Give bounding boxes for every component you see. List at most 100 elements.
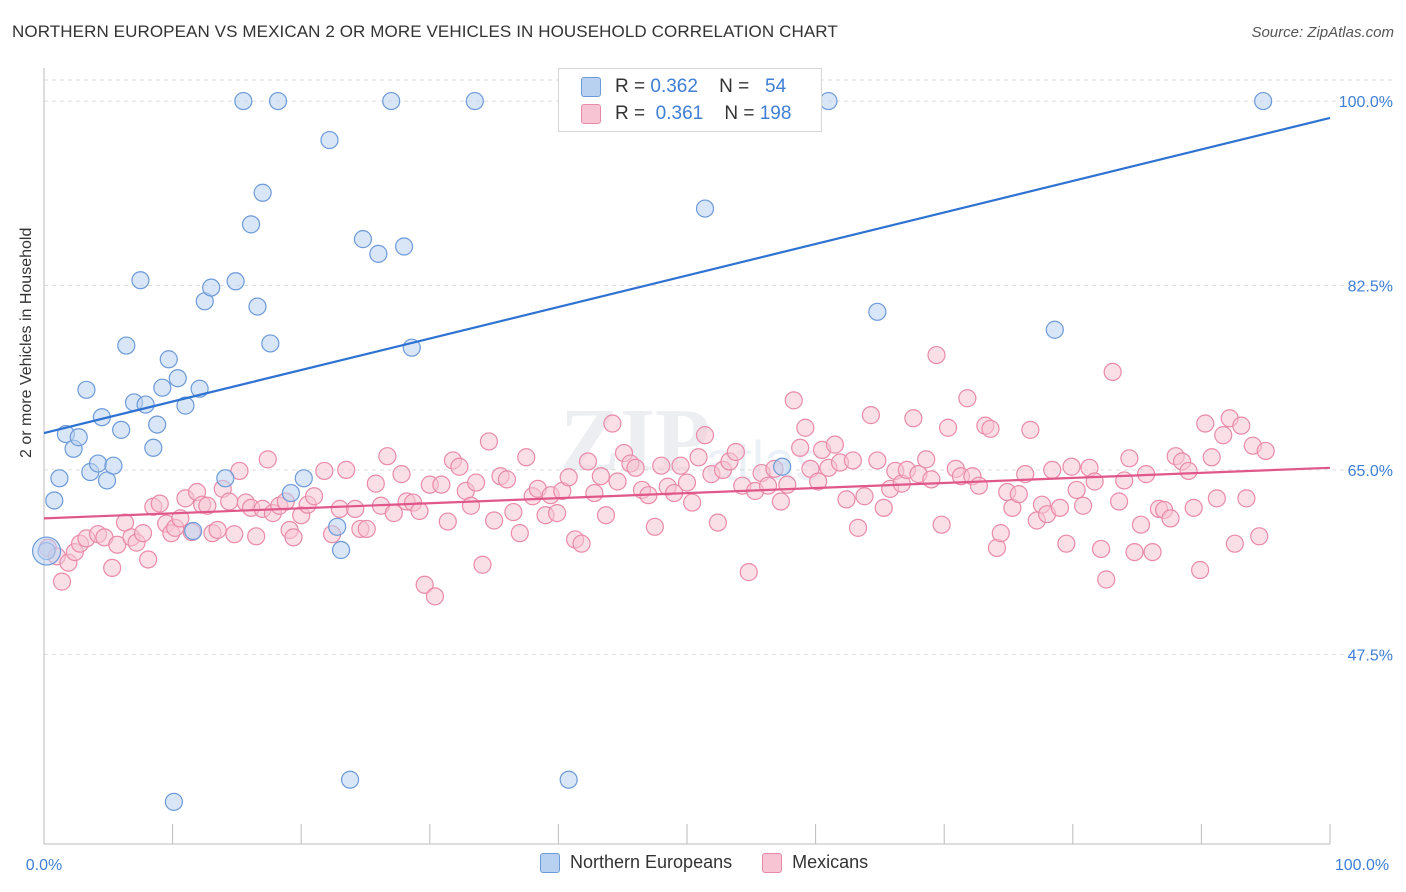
northern-europeans-point [253, 183, 272, 202]
mexicans-point [304, 487, 324, 506]
mexicans-point [671, 456, 690, 475]
mexicans-point [497, 470, 517, 489]
mexicans-point [969, 476, 989, 495]
mexicans-point [510, 524, 529, 543]
mexicans-point [572, 534, 591, 553]
mexicans-point [548, 504, 567, 523]
northern-europeans-point [248, 297, 267, 316]
northern-europeans-point [216, 469, 235, 488]
northern-europeans-point [69, 428, 88, 447]
legend-r-label: R = [615, 103, 646, 124]
northern-europeans-point [176, 396, 195, 415]
northern-europeans-point [202, 278, 221, 297]
northern-europeans-point [328, 517, 347, 536]
mexicans-point [1067, 480, 1086, 500]
legend-swatch-pink [581, 104, 601, 124]
northern-europeans-point [268, 91, 288, 111]
mexicans-point [1202, 448, 1221, 467]
mexicans-point [284, 528, 303, 547]
mexicans-point [1143, 542, 1162, 562]
northern-europeans-point [88, 454, 108, 473]
mexicans-point [1043, 460, 1062, 480]
northern-europeans-point [168, 369, 187, 388]
mexicans-point [585, 483, 604, 503]
mexicans-point [771, 492, 790, 511]
mexicans-point [330, 499, 349, 518]
mexicans-point [357, 519, 376, 539]
mexicans-point [1179, 461, 1198, 481]
northern-europeans-point [117, 336, 136, 355]
northern-europeans-point [294, 469, 313, 488]
mexicans-point [958, 389, 977, 408]
northern-europeans-point [104, 456, 123, 475]
mexicans-point [198, 496, 217, 515]
mexicans-point [450, 457, 469, 476]
mexicans-point [1091, 539, 1111, 559]
mexicans-point [410, 501, 429, 521]
mexicans-point [778, 475, 797, 494]
northern-europeans-point [559, 770, 578, 789]
mexicans-point [603, 414, 622, 433]
mexicans-point [927, 345, 946, 365]
mexicans-point [346, 499, 365, 518]
mexicans-point [1120, 449, 1139, 468]
mexicans-point [1131, 515, 1151, 534]
mexicans-point [504, 502, 523, 522]
mexicans-point [591, 467, 610, 486]
mexicans-point [1191, 560, 1210, 580]
mexicans-point [917, 450, 936, 469]
mexicans-point [1115, 471, 1134, 490]
northern-europeans-point [50, 469, 69, 488]
northern-europeans-point [1045, 320, 1064, 339]
mexicans-point [791, 438, 810, 457]
northern-europeans-point [369, 244, 388, 263]
y-tick-label: 82.5% [1348, 278, 1393, 295]
legend-n-value: 54 [765, 76, 787, 97]
mexicans-point [479, 432, 499, 451]
mexicans-point [1073, 496, 1093, 515]
mexicans-point [438, 512, 457, 531]
mexicans-point [652, 456, 671, 475]
northern-europeans-point [320, 130, 339, 150]
mexicans-point [392, 465, 411, 484]
mexicans-point [809, 472, 828, 491]
mexicans-point [683, 493, 702, 512]
mexicans-points [38, 345, 1275, 606]
mexicans-point [220, 492, 239, 511]
mexicans-point [247, 527, 266, 546]
legend-n-value: 198 [759, 103, 792, 124]
mexicans-point [1250, 527, 1269, 546]
trend-lines [43, 116, 1331, 520]
x-tick-label: 100.0% [1335, 857, 1389, 874]
legend-row-mexicans: R = 0.361 N = 198 [581, 101, 791, 127]
legend-item-mexicans[interactable]: Mexicans [762, 852, 868, 873]
northern-europeans-point [226, 272, 245, 291]
mexicans-point [425, 587, 445, 606]
mexicans-point [473, 555, 492, 574]
mexicans-trend-line [43, 466, 1331, 520]
northern-europeans-point [353, 230, 373, 249]
mexicans-point [108, 535, 127, 554]
mexicans-point [1057, 534, 1076, 553]
y-tick-label: 100.0% [1339, 94, 1393, 111]
mexicans-point [337, 460, 356, 480]
mexicans-point [626, 458, 645, 477]
series-legend: Northern Europeans Mexicans [540, 852, 898, 873]
legend-swatch-pink [762, 852, 783, 873]
northern-europeans-point [281, 483, 301, 503]
mexicans-point [981, 419, 1000, 438]
mexicans-point [861, 406, 880, 425]
legend-r-value: 0.361 [655, 103, 704, 124]
mexicans-point [843, 451, 862, 470]
legend-r-value: 0.362 [650, 76, 698, 97]
mexicans-point [1009, 485, 1028, 504]
mexicans-point [432, 475, 451, 494]
mexicans-point [1207, 489, 1226, 508]
legend-item-northern-europeans[interactable]: Northern Europeans [540, 852, 732, 873]
legend-swatch-blue [540, 852, 560, 873]
mexicans-point [1062, 457, 1081, 476]
northern-europeans-point [331, 540, 351, 560]
mexicans-point [139, 550, 158, 569]
mexicans-point [825, 435, 844, 454]
northern-europeans-point [241, 215, 261, 234]
